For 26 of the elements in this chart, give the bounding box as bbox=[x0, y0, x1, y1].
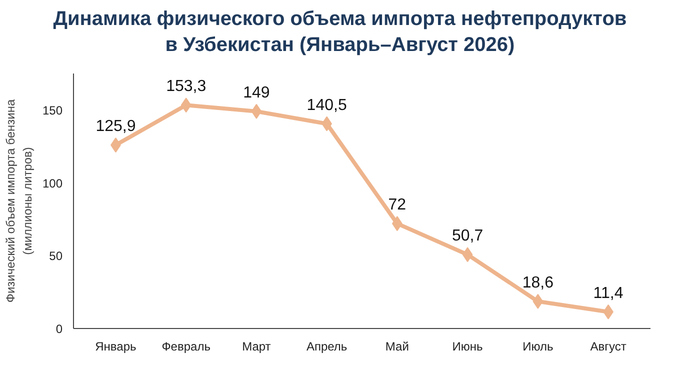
y-tick-label: 150 bbox=[42, 103, 63, 118]
y-tick-label: 0 bbox=[56, 322, 63, 336]
data-label: 18,6 bbox=[522, 274, 554, 292]
x-tick-label: Март bbox=[242, 340, 272, 354]
data-label: 72 bbox=[388, 196, 406, 214]
data-label: 140,5 bbox=[306, 96, 347, 114]
data-label: 11,4 bbox=[593, 284, 624, 302]
x-tick-label: Февраль bbox=[162, 340, 210, 354]
data-label: 125,9 bbox=[96, 118, 136, 136]
x-tick-label: Август bbox=[590, 340, 627, 354]
y-tick-label: 100 bbox=[42, 176, 63, 190]
chart-title: Динамика физического объема импорта нефтепродуктов в Узбекистан (Январь–Август 2026) bbox=[53, 7, 627, 58]
x-tick-label: Апрель bbox=[306, 340, 348, 354]
data-label: 149 bbox=[243, 84, 270, 102]
point bbox=[180, 98, 192, 113]
point bbox=[251, 104, 262, 119]
y-tick-label: 50 bbox=[49, 249, 63, 264]
point bbox=[532, 294, 544, 309]
x-tick-label: Июль bbox=[522, 340, 554, 354]
y-axis-title: Физический объем импорта бензина (миллионы литров) bbox=[4, 99, 34, 303]
x-tick-label: Июнь bbox=[452, 340, 483, 354]
data-label: 153,3 bbox=[166, 78, 206, 96]
point bbox=[462, 247, 473, 262]
x-tick-label: Январь bbox=[95, 340, 136, 354]
x-tick-label: Май bbox=[385, 340, 409, 354]
data-label: 50,7 bbox=[452, 228, 484, 245]
